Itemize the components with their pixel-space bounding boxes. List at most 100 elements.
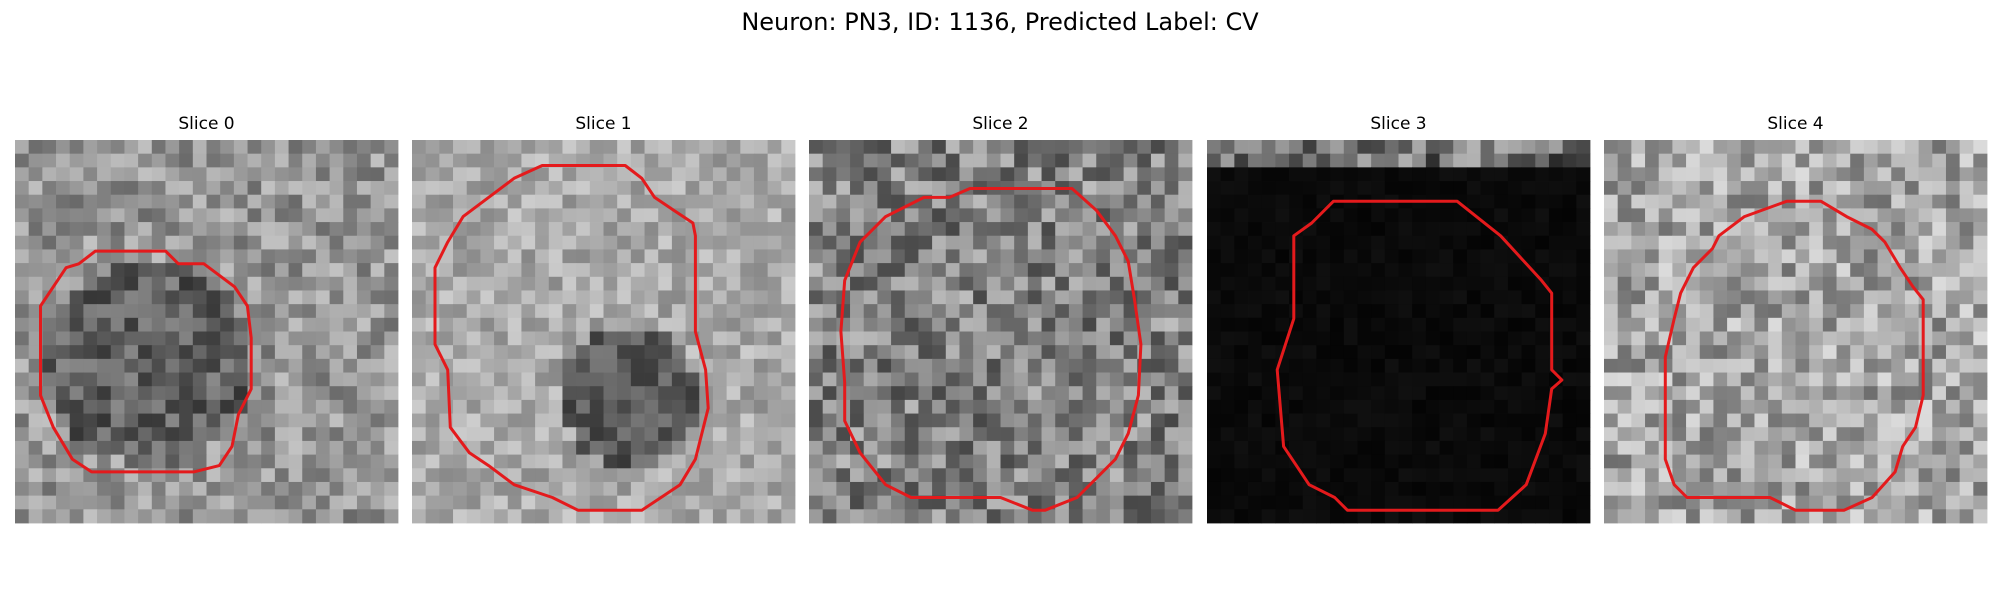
pixel <box>973 317 988 332</box>
pixel <box>1096 235 1111 250</box>
pixel <box>192 181 207 196</box>
pixel <box>699 454 714 469</box>
pixel <box>42 263 57 278</box>
pixel <box>1631 413 1646 428</box>
pixel <box>412 495 427 510</box>
pixel <box>329 276 344 291</box>
pixel <box>521 140 536 155</box>
pixel <box>1973 413 1988 428</box>
pixel <box>644 181 659 196</box>
pixel <box>302 509 317 524</box>
pixel <box>1371 386 1386 401</box>
pixel <box>521 468 536 483</box>
pixel <box>206 181 221 196</box>
pixel <box>562 481 577 497</box>
pixel <box>1357 317 1372 332</box>
pixel <box>329 399 344 414</box>
pixel <box>630 194 645 209</box>
pixel <box>1932 399 1947 414</box>
pixel <box>15 413 30 428</box>
pixel <box>1795 509 1810 524</box>
pixel <box>1453 413 1468 428</box>
pixel <box>1645 153 1660 168</box>
pixel <box>1727 427 1742 442</box>
pixel <box>1768 263 1783 278</box>
pixel <box>1891 304 1906 319</box>
pixel <box>1973 468 1988 483</box>
pixel <box>192 276 207 291</box>
pixel <box>712 194 728 209</box>
pixel <box>685 399 700 414</box>
pixel <box>1740 386 1755 401</box>
pixel <box>453 454 468 469</box>
pixel <box>425 194 440 209</box>
pixel <box>15 194 30 209</box>
pixel <box>507 235 522 250</box>
pixel <box>589 331 604 346</box>
pixel <box>15 399 30 414</box>
pixel <box>1289 194 1304 209</box>
pixel <box>466 276 481 291</box>
pixel <box>412 468 427 483</box>
pixel <box>206 399 221 414</box>
pixel <box>658 263 673 278</box>
pixel <box>1014 468 1029 483</box>
pixel <box>630 290 645 305</box>
pixel <box>1918 317 1933 332</box>
pixel <box>110 153 125 168</box>
pixel <box>1959 153 1974 168</box>
pixel <box>1973 345 1988 360</box>
pixel <box>753 290 769 305</box>
pixel <box>945 399 960 414</box>
pixel <box>1371 317 1386 332</box>
pixel <box>439 345 454 360</box>
pixel <box>247 235 262 250</box>
pixel <box>1123 372 1138 387</box>
pixel <box>1740 290 1755 305</box>
pixel <box>1945 481 1961 497</box>
pixel <box>1096 263 1111 278</box>
pixel <box>945 290 960 305</box>
pixel <box>863 399 878 414</box>
pixel <box>1330 167 1345 182</box>
pixel <box>261 222 276 237</box>
pixel <box>1932 263 1947 278</box>
pixel <box>1781 181 1796 196</box>
pixel <box>1699 358 1714 373</box>
pixel <box>1576 358 1591 373</box>
pixel <box>453 413 468 428</box>
pixel <box>192 208 207 223</box>
pixel <box>97 427 112 442</box>
pixel <box>151 454 166 469</box>
pixel <box>1453 372 1468 387</box>
pixel <box>1959 235 1974 250</box>
pixel <box>1877 181 1892 196</box>
pixel <box>165 153 180 168</box>
pixel <box>1234 140 1249 155</box>
pixel <box>1357 208 1372 223</box>
pixel <box>1453 331 1468 346</box>
pixel <box>1412 386 1427 401</box>
pixel <box>1836 153 1851 168</box>
pixel <box>1412 276 1427 291</box>
pixel <box>1234 427 1249 442</box>
pixel <box>1713 495 1728 510</box>
pixel <box>233 140 248 155</box>
pixel <box>740 222 755 237</box>
pixel <box>1672 249 1687 264</box>
pixel <box>315 263 331 278</box>
pixel <box>1164 358 1179 373</box>
pixel <box>891 509 906 524</box>
pixel <box>1357 399 1372 414</box>
pixel <box>1220 153 1235 168</box>
pixel <box>1795 427 1810 442</box>
pixel <box>576 263 591 278</box>
pixel <box>1959 222 1974 237</box>
pixel <box>15 153 30 168</box>
pixel <box>1521 208 1536 223</box>
pixel <box>1027 194 1042 209</box>
pixel <box>97 194 112 209</box>
pixel <box>1604 372 1619 387</box>
pixel <box>1068 140 1083 155</box>
pixel <box>1617 481 1632 497</box>
